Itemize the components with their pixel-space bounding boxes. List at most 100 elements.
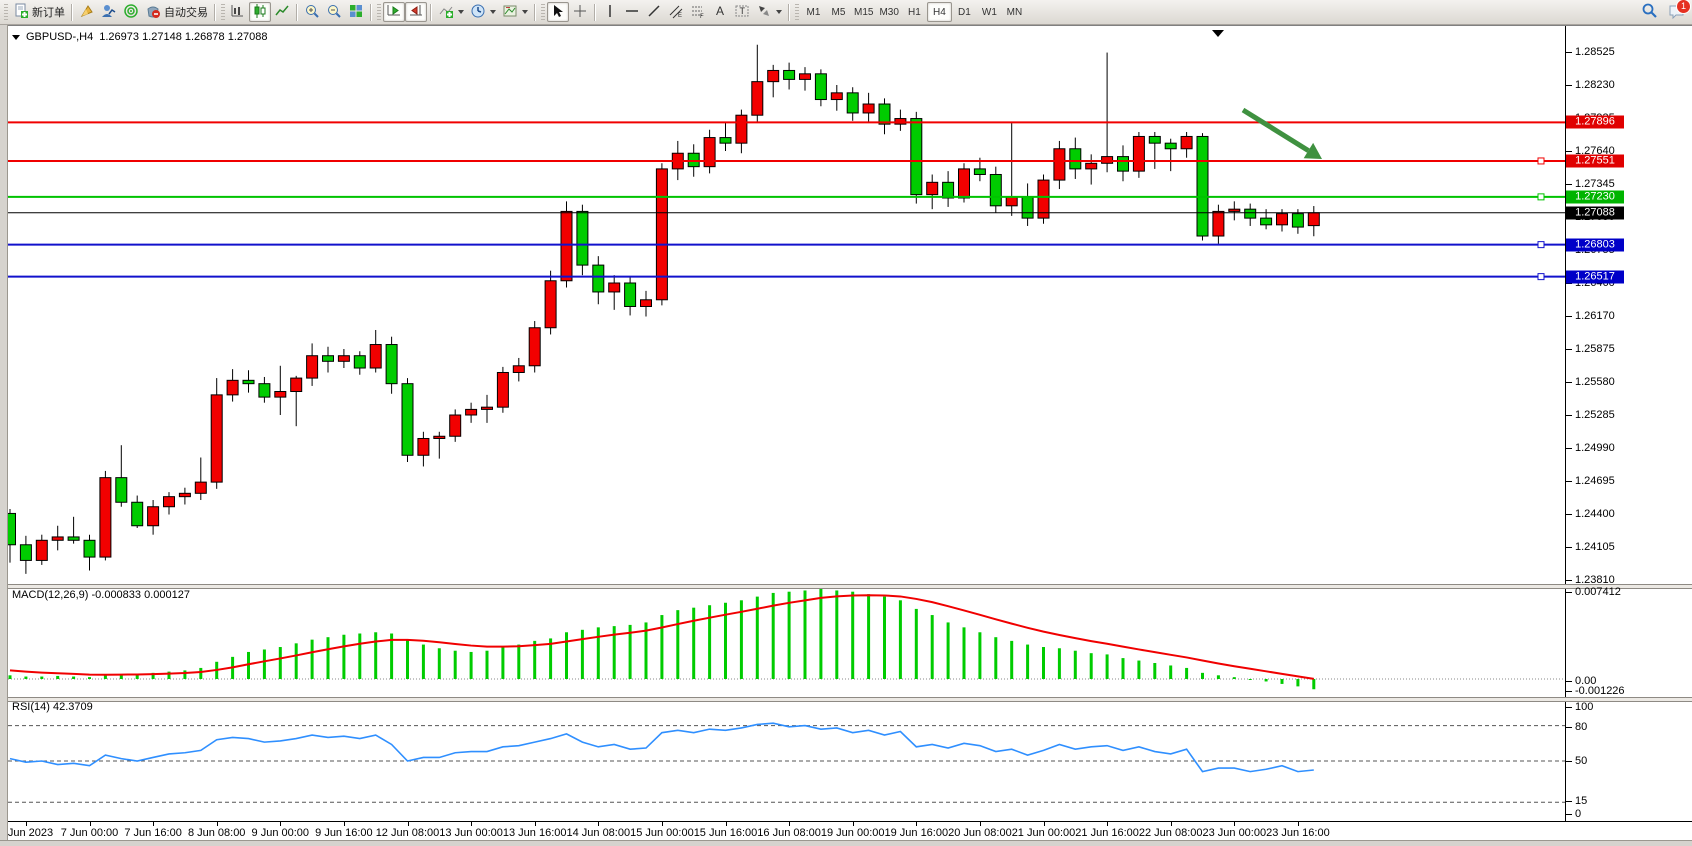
timeframe-m1-button[interactable]: M1 — [801, 2, 826, 22]
separator — [534, 3, 536, 21]
chevron-down-icon — [522, 10, 528, 14]
price-axis-border — [1565, 26, 1566, 821]
rsi-pane-canvas[interactable] — [8, 700, 1565, 820]
timeframe-h1-button[interactable]: H1 — [902, 2, 927, 22]
window-bottom-edge — [0, 840, 1692, 846]
toolbar-grip[interactable] — [4, 4, 8, 20]
time-tick — [280, 822, 282, 826]
pane-separator[interactable] — [0, 697, 1692, 702]
timeframe-m15-button[interactable]: M15 — [851, 2, 876, 22]
price-tick — [1566, 514, 1572, 515]
cone-icon — [79, 3, 95, 22]
time-tick-label: 19 Jun 16:00 — [884, 827, 949, 839]
notification-badge: 1 — [1676, 0, 1691, 14]
new-order-icon — [13, 3, 29, 22]
templates-button[interactable] — [499, 2, 531, 22]
line-handle[interactable] — [1537, 193, 1545, 201]
line-chart-button[interactable] — [271, 2, 293, 22]
chart-shift-icon — [408, 3, 424, 22]
macd-histogram — [8, 588, 1316, 690]
line-handle[interactable] — [1537, 157, 1545, 165]
new-order-label: 新订单 — [32, 7, 65, 19]
time-tick-label: 21 Jun 16:00 — [1075, 827, 1139, 839]
svg-text:F: F — [700, 14, 704, 19]
time-tick — [661, 822, 663, 826]
macd-tick — [1566, 592, 1572, 593]
channel-button[interactable]: E — [665, 2, 687, 22]
text-button[interactable]: A — [709, 2, 731, 22]
arrow-annotation-head[interactable] — [1303, 142, 1322, 159]
price-tag-1.26803: 1.26803 — [1566, 238, 1624, 252]
arrows-tool-button[interactable] — [753, 2, 785, 22]
toolbar-grip[interactable] — [377, 4, 381, 20]
timeframe-w1-button[interactable]: W1 — [977, 2, 1002, 22]
zoom-out-button[interactable] — [323, 2, 345, 22]
trendline-button[interactable] — [643, 2, 665, 22]
timeframe-d1-button[interactable]: D1 — [952, 2, 977, 22]
arrow-annotation[interactable] — [1241, 107, 1310, 153]
crosshair-button[interactable] — [569, 2, 591, 22]
template-icon — [502, 3, 518, 22]
price-axis[interactable]: 1.285251.282301.279351.276401.273451.270… — [1565, 0, 1692, 846]
macd-pane-canvas[interactable] — [8, 587, 1565, 697]
person-chart-icon — [101, 3, 117, 22]
price-tick — [1566, 316, 1572, 317]
candlestick-chart-button[interactable] — [249, 2, 271, 22]
pane-separator[interactable] — [0, 584, 1692, 589]
timeframe-h4-button[interactable]: H4 — [926, 2, 952, 22]
toolbar-grip[interactable] — [795, 4, 799, 20]
market-watch-button[interactable] — [98, 2, 120, 22]
chart-shift-button[interactable] — [405, 2, 427, 22]
timeframe-m5-button[interactable]: M5 — [826, 2, 851, 22]
bar-chart-button[interactable] — [227, 2, 249, 22]
auto-scroll-icon — [386, 3, 402, 22]
main-chart-canvas[interactable] — [8, 25, 1565, 584]
price-tick — [1566, 184, 1572, 185]
notifications-button[interactable]: 1 — [1668, 0, 1691, 24]
window-left-edge — [0, 25, 8, 846]
toolbar: 新订单 自动交易 — [0, 0, 1692, 25]
chevron-down-icon — [458, 10, 464, 14]
timeframe-mn-button[interactable]: MN — [1002, 2, 1027, 22]
chart-shift-marker-icon[interactable] — [1212, 30, 1224, 37]
time-axis[interactable]: 6 Jun 2023 7 Jun 00:00 7 Jun 16:00 8 Jun 08… — [0, 821, 1692, 841]
indicators-button[interactable] — [435, 2, 467, 22]
line-handle[interactable] — [1537, 273, 1545, 281]
timeframe-m30-button[interactable]: M30 — [876, 2, 901, 22]
time-tick — [25, 822, 27, 826]
text-label-button[interactable]: T — [731, 2, 753, 22]
auto-scroll-button[interactable] — [383, 2, 405, 22]
horizontal-line-button[interactable] — [621, 2, 643, 22]
tile-windows-button[interactable] — [345, 2, 367, 22]
signals-button[interactable] — [120, 2, 142, 22]
separator — [788, 3, 790, 21]
chevron-down-icon — [776, 10, 782, 14]
time-tick — [725, 822, 727, 826]
time-tick-label: 12 Jun 08:00 — [375, 827, 440, 839]
toolbar-grip[interactable] — [541, 4, 545, 20]
toolbar-grip[interactable] — [221, 4, 225, 20]
cursor-button[interactable] — [547, 2, 569, 22]
rsi-tick — [1566, 727, 1572, 728]
new-order-button[interactable]: 新订单 — [10, 2, 68, 22]
search-icon[interactable] — [1641, 2, 1658, 24]
line-chart-icon — [274, 3, 290, 22]
time-tick — [916, 822, 918, 826]
vertical-line-button[interactable] — [599, 2, 621, 22]
price-tick-label: 1.27640 — [1575, 145, 1615, 157]
separator — [71, 3, 73, 21]
styler-button[interactable] — [76, 2, 98, 22]
zoom-in-button[interactable] — [301, 2, 323, 22]
time-tick — [1234, 822, 1236, 826]
rsi-label: RSI(14) 42.3709 — [12, 701, 93, 713]
time-tick — [343, 822, 345, 826]
periods-button[interactable] — [467, 2, 499, 22]
auto-trading-icon — [145, 3, 161, 22]
price-tick — [1566, 415, 1572, 416]
one-click-trading-toggle-icon[interactable] — [12, 34, 20, 40]
fibonacci-button[interactable]: F — [687, 2, 709, 22]
line-handle[interactable] — [1537, 241, 1545, 249]
trendline-icon — [646, 3, 662, 22]
auto-trading-button[interactable]: 自动交易 — [142, 2, 211, 22]
